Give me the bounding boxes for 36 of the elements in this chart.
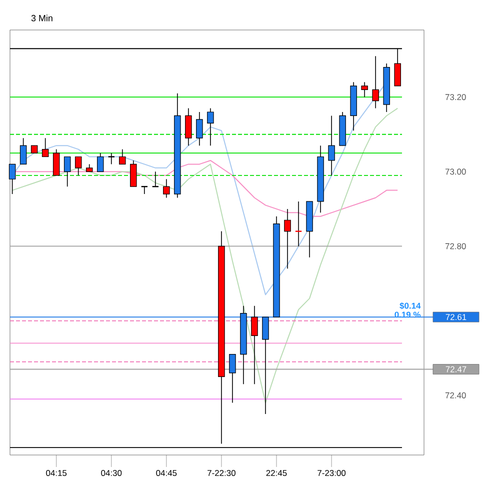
chart-title: 3 Min	[31, 14, 52, 22]
y-tick-label: 72.80	[445, 243, 466, 250]
candlestick	[229, 354, 236, 404]
candlestick	[294, 201, 302, 247]
candlestick	[196, 112, 203, 146]
candlestick	[8, 164, 16, 194]
candlestick	[108, 152, 116, 165]
candlestick	[42, 138, 49, 158]
candlestick	[163, 178, 170, 198]
ref-line-label: 72.61	[446, 314, 466, 320]
candlestick	[130, 160, 137, 187]
annotation: $0.14	[400, 302, 421, 310]
candlestick	[372, 56, 379, 109]
candlestick	[361, 82, 368, 98]
annotation: 0.19 %	[394, 312, 421, 318]
x-tick-label: 7-23:00	[318, 470, 346, 476]
candlestick	[207, 108, 214, 146]
candlestick	[74, 156, 82, 176]
x-tick-label: 22:45	[266, 470, 287, 476]
candlestick	[96, 152, 104, 172]
y-tick-label: 73.20	[445, 94, 466, 100]
candlestick	[119, 148, 126, 165]
candlestick	[328, 115, 335, 176]
candlestick	[251, 305, 258, 385]
x-tick-label: 04:45	[156, 470, 177, 476]
y-tick-label: 73.00	[445, 168, 466, 175]
ref-line-label: 72.47	[446, 366, 466, 372]
candlestick	[185, 108, 192, 146]
x-tick-label: 04:15	[46, 470, 67, 476]
x-tick-label: 04:30	[101, 470, 122, 476]
candlestick	[64, 156, 71, 187]
candlestick	[52, 148, 60, 176]
candlestick	[20, 138, 27, 165]
x-tick-label: 7-22:30	[208, 470, 236, 476]
y-tick-label: 72.40	[445, 392, 466, 398]
candlestick	[284, 208, 291, 269]
